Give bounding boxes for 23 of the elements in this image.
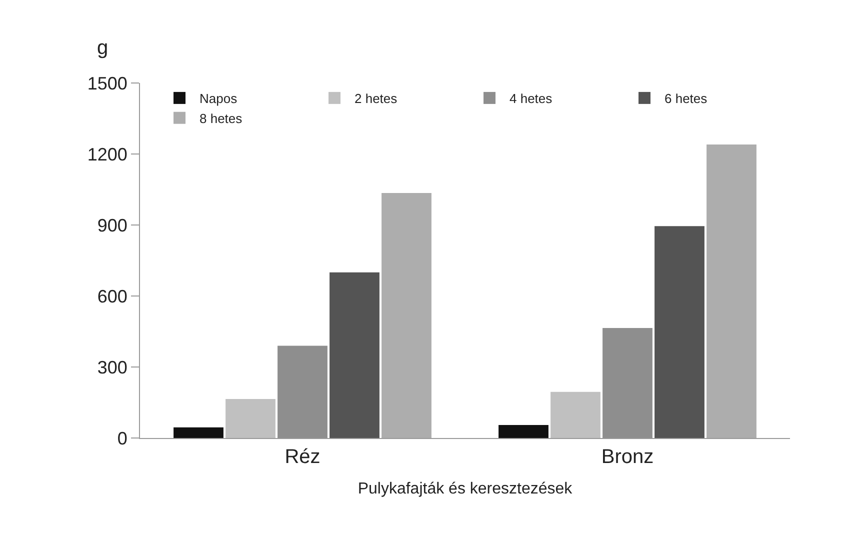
bar: [706, 144, 756, 438]
bar: [654, 226, 704, 438]
y-tick-label: 300: [97, 357, 128, 378]
bar: [498, 424, 548, 438]
y-tick-label: 600: [97, 286, 128, 306]
legend-label: 8 hetes: [200, 110, 243, 126]
legend-label: 6 hetes: [664, 91, 708, 106]
x-tick-label: Réz: [284, 446, 320, 468]
x-axis-title: Pulykafajták és keresztezések: [358, 480, 574, 498]
y-tick-label: 900: [97, 215, 128, 236]
y-tick-label: 1200: [87, 144, 128, 164]
bar: [330, 272, 380, 438]
legend-label: 4 hetes: [510, 91, 553, 106]
y-tick-label: 1500: [87, 73, 128, 94]
y-axis-title: g: [97, 37, 108, 59]
legend-label: 2 hetes: [354, 91, 398, 106]
y-tick-label: 0: [117, 428, 128, 448]
bar: [174, 427, 224, 438]
bar: [550, 392, 600, 438]
bar: [226, 398, 276, 438]
x-tick-label: Bronz: [601, 446, 654, 468]
legend-label: Napos: [200, 91, 238, 106]
bar: [382, 193, 432, 438]
